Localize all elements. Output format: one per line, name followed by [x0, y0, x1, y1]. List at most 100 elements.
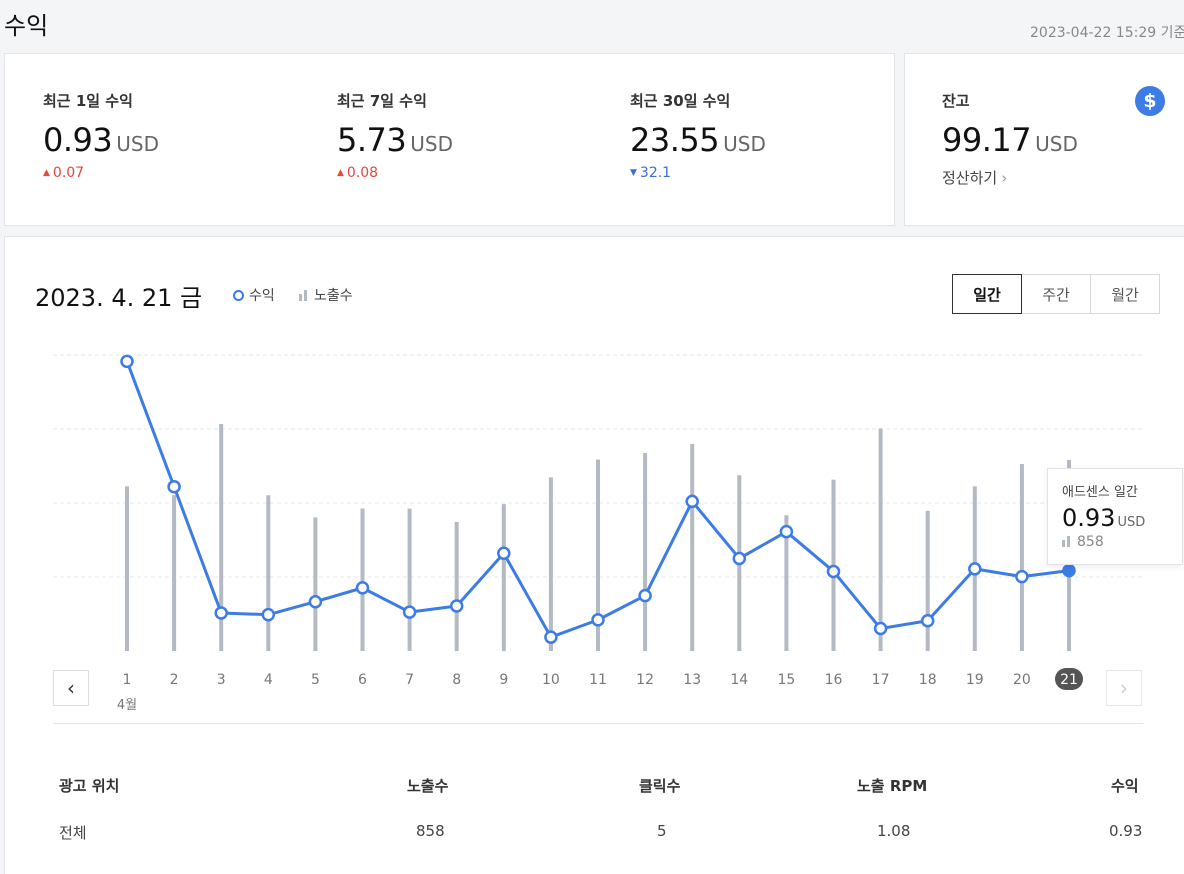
- revenue-point: [920, 613, 935, 628]
- impression-bar: [125, 486, 129, 651]
- impression-bar: [407, 508, 412, 651]
- x-tick-label: 15: [777, 672, 795, 688]
- stat-label: 최근 30일 수익: [630, 92, 731, 110]
- x-tick-label: 4: [264, 672, 273, 688]
- revenue-point: [497, 546, 511, 561]
- cell-impressions: 858: [416, 822, 445, 840]
- stat-change: 32.1: [639, 165, 672, 181]
- page-title: 수익: [4, 12, 49, 40]
- impression-bar: [784, 515, 789, 651]
- stat-label: 최근 1일 수익: [43, 92, 133, 110]
- revenue-point: [1062, 563, 1076, 578]
- prev-page-button[interactable]: ‹: [53, 670, 89, 706]
- impression-bar: [172, 495, 177, 651]
- cell-revenue: 0.93: [1109, 822, 1143, 840]
- revenue-point: [873, 621, 888, 636]
- settle-link-label: 정산하기: [942, 169, 998, 187]
- x-tick-label: 21: [1060, 672, 1078, 688]
- stat-change: 0.08: [346, 165, 379, 181]
- impression-bar: [1019, 464, 1024, 651]
- selected-day-pill: [1055, 668, 1083, 690]
- x-month-label: 4월: [117, 698, 137, 713]
- impression-bar: [690, 444, 695, 651]
- dollar-icon: $: [1135, 86, 1165, 116]
- x-tick-label: 2: [170, 672, 179, 688]
- stat-label: 최근 7일 수익: [337, 92, 427, 110]
- revenue-point: [968, 562, 982, 576]
- legend-impressions: 노출수: [299, 285, 353, 305]
- x-tick-label: 9: [499, 672, 508, 688]
- table-row: 전체 858 5 1.08 0.93: [5, 822, 1184, 846]
- cell-rpm: 1.08: [877, 822, 911, 840]
- x-tick-label: 14: [730, 672, 748, 688]
- revenue-point: [544, 630, 558, 644]
- revenue-point: [167, 479, 181, 494]
- bar-chart-icon: [1062, 536, 1072, 547]
- tooltip-value: 0.93: [1062, 504, 1116, 532]
- legend-revenue: 수익: [233, 285, 275, 305]
- triangle-up-icon: ▲: [337, 168, 344, 178]
- chevron-right-icon: ›: [1120, 676, 1128, 700]
- stat-unit: USD: [116, 132, 159, 156]
- summary-card: 최근 1일 수익 0.93 USD ▲ 0.07 최근 7일 수익 5.73 USD …: [4, 53, 895, 226]
- triangle-up-icon: ▲: [43, 168, 50, 178]
- revenue-point: [638, 588, 652, 603]
- revenue-point: [402, 605, 417, 619]
- revenue-point: [779, 524, 794, 539]
- period-toggle: 일간 주간 월간: [952, 274, 1160, 314]
- chevron-left-icon: ‹: [67, 676, 75, 700]
- legend-impressions-label: 노출수: [314, 288, 353, 304]
- revenue-point: [120, 354, 134, 369]
- x-tick-label: 5: [311, 672, 320, 688]
- header-revenue: 수익: [1111, 777, 1139, 795]
- x-tick-label: 6: [358, 672, 367, 688]
- stat-value: 23.55: [630, 121, 720, 159]
- revenue-point: [826, 564, 841, 579]
- revenue-point: [261, 607, 276, 622]
- revenue-point: [449, 599, 464, 613]
- impression-bar: [219, 423, 224, 651]
- period-monthly-button[interactable]: 월간: [1090, 274, 1160, 314]
- bar-chart-icon: [299, 290, 309, 301]
- tooltip-unit: USD: [1117, 515, 1146, 530]
- revenue-point: [308, 594, 323, 609]
- x-tick-label: 10: [542, 672, 560, 688]
- revenue-point: [732, 551, 747, 566]
- revenue-point: [214, 606, 228, 620]
- period-weekly-button[interactable]: 주간: [1021, 274, 1091, 314]
- settle-link[interactable]: 정산하기 ›: [942, 167, 1078, 188]
- impression-bar: [596, 459, 600, 651]
- impression-bar: [360, 508, 365, 651]
- impression-bar: [643, 452, 648, 651]
- x-tick-label: 19: [966, 672, 984, 688]
- impression-bar: [266, 495, 271, 651]
- impression-bar: [454, 521, 459, 651]
- impression-bar: [925, 510, 930, 651]
- header-impressions: 노출수: [407, 777, 449, 795]
- tooltip-impressions: 858: [1077, 534, 1104, 550]
- table-header: 광고 위치 노출수 클릭수 노출 RPM 수익: [5, 775, 1184, 799]
- triangle-down-icon: ▼: [630, 168, 637, 178]
- revenue-point: [591, 613, 605, 627]
- x-tick-label: 1: [123, 672, 132, 688]
- stat-balance: 잔고 99.17 USD 정산하기 ›: [942, 90, 1078, 188]
- stat-unit: USD: [723, 132, 766, 156]
- impression-bar: [501, 504, 506, 651]
- chart-date: 2023. 4. 21 금: [35, 284, 203, 312]
- balance-card: 잔고 99.17 USD 정산하기 › $: [904, 53, 1184, 226]
- cell-ad-position: 전체: [59, 824, 87, 842]
- stat-unit: USD: [410, 132, 453, 156]
- x-tick-label: 20: [1013, 672, 1031, 688]
- header-rpm: 노출 RPM: [857, 777, 928, 795]
- revenue-point: [685, 494, 699, 509]
- header-ad-position: 광고 위치: [59, 777, 120, 795]
- stat-label: 잔고: [942, 92, 970, 110]
- next-page-button[interactable]: ›: [1106, 670, 1142, 706]
- x-tick-label: 17: [872, 672, 890, 688]
- stat-value: 5.73: [337, 121, 407, 159]
- impression-bar: [313, 517, 318, 651]
- legend-revenue-label: 수익: [249, 288, 275, 304]
- period-daily-button[interactable]: 일간: [952, 274, 1022, 314]
